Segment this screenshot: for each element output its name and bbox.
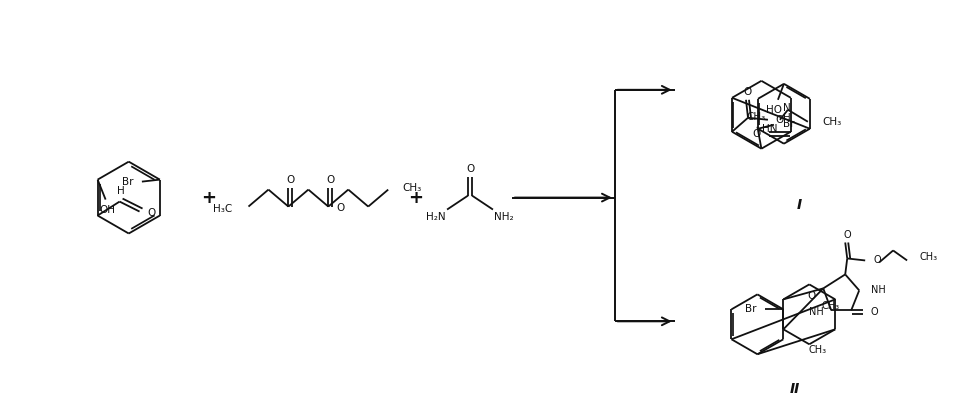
- Text: II: II: [790, 382, 799, 396]
- Text: Br: Br: [745, 304, 756, 314]
- Text: H₂N: H₂N: [426, 212, 446, 222]
- Text: NH₂: NH₂: [494, 212, 514, 222]
- Text: O: O: [775, 115, 783, 125]
- Text: NH: NH: [871, 285, 886, 295]
- Text: O: O: [336, 203, 345, 213]
- Text: HO: HO: [766, 105, 782, 115]
- Text: CH₃: CH₃: [809, 345, 826, 355]
- Text: Br: Br: [783, 119, 794, 129]
- Text: Br: Br: [122, 177, 134, 187]
- Text: O: O: [466, 164, 474, 174]
- Text: CH₃: CH₃: [821, 301, 839, 311]
- Text: CH₃: CH₃: [823, 117, 842, 127]
- Text: I: I: [797, 197, 802, 212]
- Text: CH₃: CH₃: [746, 112, 766, 122]
- Text: CH₃: CH₃: [919, 252, 937, 262]
- Text: O: O: [147, 207, 156, 218]
- Text: CH₃: CH₃: [402, 183, 421, 193]
- Text: O: O: [870, 307, 878, 317]
- Text: OH: OH: [100, 205, 116, 215]
- Text: H: H: [783, 113, 790, 123]
- Text: H: H: [117, 185, 124, 195]
- Text: O: O: [326, 175, 334, 185]
- Text: HN: HN: [763, 124, 778, 134]
- Text: +: +: [201, 189, 216, 207]
- Text: O: O: [744, 87, 752, 97]
- Text: H₃C: H₃C: [213, 203, 233, 214]
- Text: O: O: [286, 175, 295, 185]
- Text: O: O: [843, 230, 851, 240]
- Text: O: O: [752, 129, 761, 139]
- Text: O: O: [807, 291, 815, 301]
- Text: NH: NH: [809, 307, 823, 317]
- Text: N: N: [783, 103, 790, 113]
- Text: O: O: [873, 256, 880, 265]
- Text: +: +: [408, 189, 423, 207]
